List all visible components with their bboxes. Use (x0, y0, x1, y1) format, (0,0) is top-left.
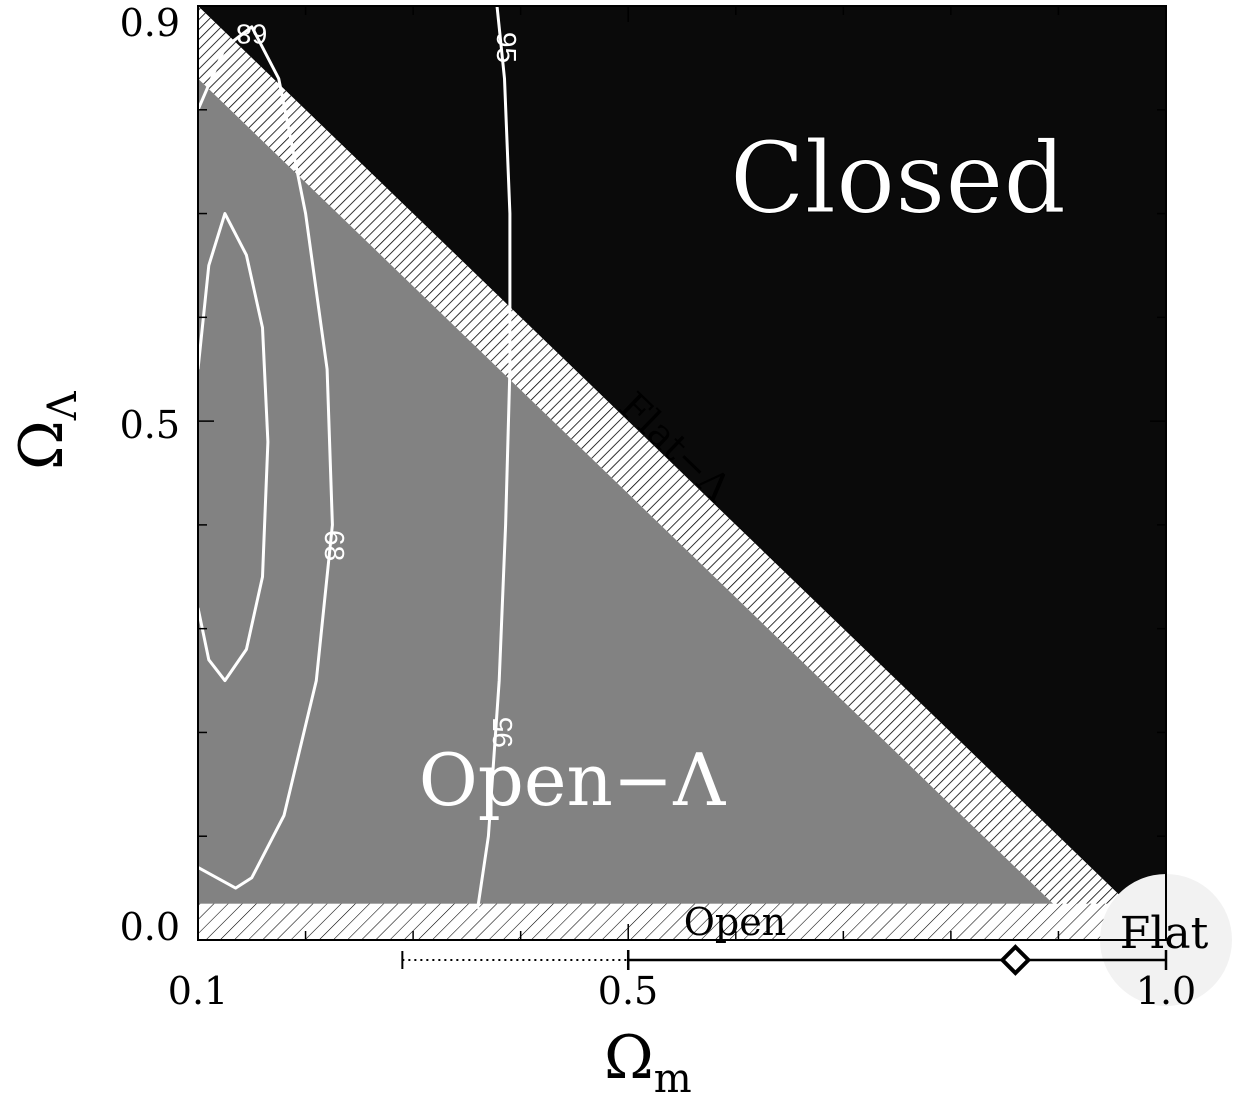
contour-label: 95 (487, 717, 518, 748)
x-tick-label: 1.0 (1136, 969, 1196, 1013)
y-axis-symbol: Ω (7, 420, 77, 470)
contour-labels: 68 68 95 95 (236, 19, 522, 748)
y-tick-labels: 0.0 0.5 0.9 (120, 1, 180, 949)
contour-line-95 (476, 6, 512, 910)
region-labels: Closed Open−Λ Flat−Λ Open Flat (419, 122, 1209, 960)
label-open-lambda: Open−Λ (419, 738, 726, 822)
y-tick-label: 0.9 (120, 1, 180, 45)
contour-label: 68 (236, 19, 267, 50)
label-open: Open (684, 900, 786, 944)
y-axis-subscript: Λ (40, 390, 86, 421)
x-axis-symbol: Ω (604, 1023, 654, 1093)
region-open-lambda (198, 6, 1091, 940)
label-closed: Closed (730, 122, 1066, 236)
y-axis-label: ΩΛ (7, 390, 86, 470)
y-tick-label: 0.5 (120, 403, 180, 447)
y-tick-label: 0.0 (120, 905, 180, 949)
x-axis-subscript: m (654, 1056, 692, 1095)
contour-lines (198, 6, 512, 910)
region-open (198, 903, 1166, 940)
x-tick-labels: 0.1 0.5 1.0 (168, 969, 1196, 1013)
label-flat: Flat (1120, 908, 1209, 959)
plot-frame (197, 5, 1167, 941)
x-tick-label: 0.1 (168, 969, 228, 1013)
region-flat-lambda (198, 6, 1166, 940)
x-tick-label: 0.5 (598, 969, 658, 1013)
contour-label: 68 (319, 530, 350, 561)
measurement-point (999, 944, 1032, 976)
measurement-bar (401, 944, 1168, 976)
plot-area: 68 68 95 95 (198, 6, 1166, 940)
contour-line-68 (198, 25, 334, 890)
x-axis-label: Ωm (604, 1023, 692, 1095)
axis-ticks (197, 5, 1167, 941)
contour-line-68 (198, 212, 270, 683)
contour-label: 95 (491, 32, 522, 63)
